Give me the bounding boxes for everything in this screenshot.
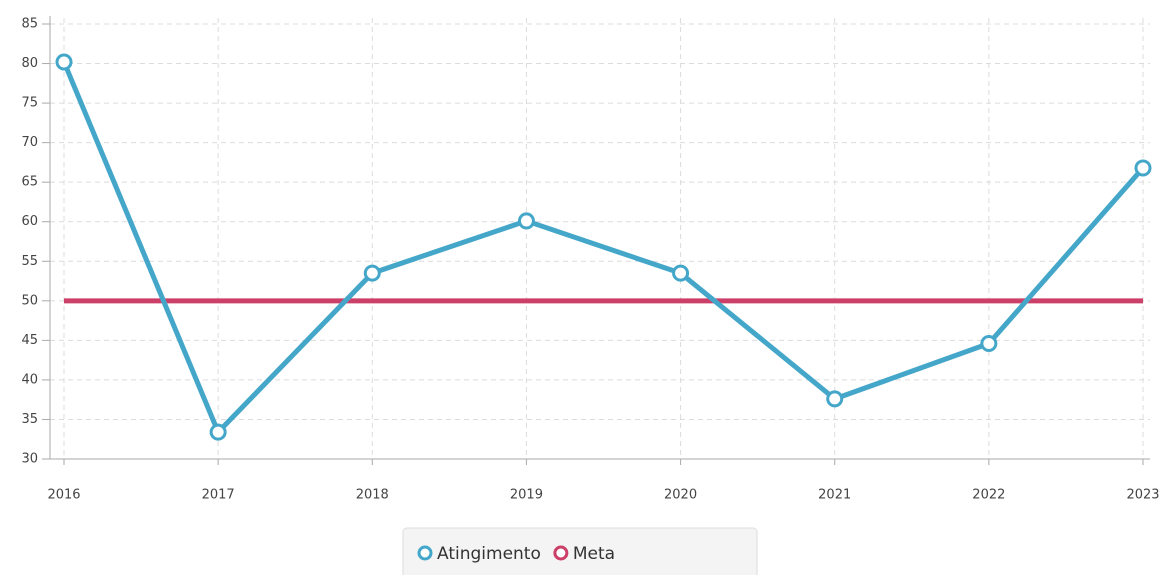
x-tick-label: 2021: [818, 488, 851, 503]
legend-marker: [553, 545, 569, 561]
series-line: [61, 61, 1145, 435]
y-tick-label: 50: [21, 293, 38, 308]
x-tick-label: 2023: [1126, 488, 1159, 503]
x-tick-label: 2016: [47, 488, 80, 503]
x-tick-label: 2017: [202, 488, 235, 503]
legend-label: Atingimento: [437, 544, 541, 564]
x-tick-label: 2018: [356, 488, 389, 503]
y-tick-label: 55: [21, 254, 38, 269]
y-tick-label: 75: [21, 96, 38, 111]
x-tick-label: 2022: [972, 488, 1005, 503]
y-tick-label: 65: [21, 175, 38, 190]
y-tick-label: 35: [21, 412, 38, 427]
legend: Atingimento Meta: [402, 527, 758, 579]
point: [1134, 159, 1152, 177]
point: [826, 390, 844, 408]
point: [55, 53, 73, 71]
y-tick-label: 60: [21, 214, 38, 229]
legend-box: [402, 527, 758, 579]
legend-label: Meta: [573, 544, 615, 564]
point: [209, 423, 227, 441]
x-tick-label: 2020: [664, 488, 697, 503]
point: [517, 212, 535, 230]
y-tick-label: 80: [21, 56, 38, 71]
y-tick-label: 85: [21, 17, 38, 32]
y-tick-label: 40: [21, 372, 38, 387]
y-tick-label: 45: [21, 333, 38, 348]
y-tick-label: 30: [21, 452, 38, 467]
legend-marker: [417, 545, 433, 561]
point: [980, 335, 998, 353]
x-tick-label: 2019: [510, 488, 543, 503]
point: [363, 264, 381, 282]
y-tick-label: 70: [21, 135, 38, 150]
point: [672, 264, 690, 282]
